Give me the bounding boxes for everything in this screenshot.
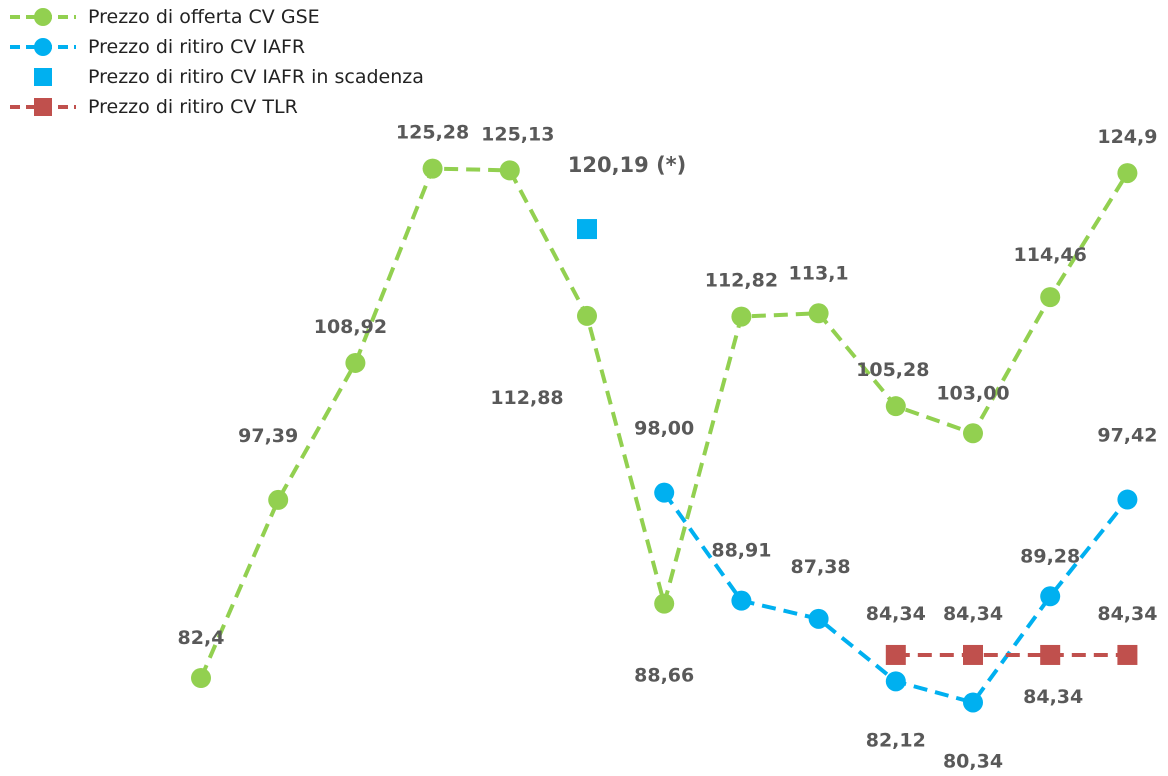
point-iafr-3 xyxy=(885,671,906,692)
legend-marker-gse xyxy=(34,8,52,26)
point-gse-5 xyxy=(577,305,597,326)
data-label-tlr-12: 84,34 xyxy=(1023,686,1083,708)
legend-item-gse: Prezzo di offerta CV GSE xyxy=(8,2,424,32)
legend-swatch-gse xyxy=(10,8,76,26)
data-label-iafr-9: 87,38 xyxy=(791,556,851,578)
data-label-iafr-13: 97,42 xyxy=(1097,425,1157,447)
point-gse-8 xyxy=(808,303,829,324)
legend-label-iafr: Prezzo di ritiro CV IAFR xyxy=(88,36,306,58)
point-tlr-2 xyxy=(1040,644,1061,665)
point-gse-0 xyxy=(191,668,211,688)
point-gse-1 xyxy=(268,489,289,510)
data-label-tlr-11: 84,34 xyxy=(943,603,1003,625)
legend-marker-tlr xyxy=(34,98,52,116)
point-iafr-1 xyxy=(731,590,752,611)
legend-swatch-iafr xyxy=(10,38,76,56)
legend-label-iafr-scadenza: Prezzo di ritiro CV IAFR in scadenza xyxy=(88,66,424,88)
point-gse-4 xyxy=(499,160,520,181)
point-gse-12 xyxy=(1117,163,1138,184)
data-label-iafr-7: 98,00 xyxy=(634,418,694,440)
data-label-gse-6: 112,88 xyxy=(490,387,563,409)
legend-label-gse: Prezzo di offerta CV GSE xyxy=(88,6,320,28)
data-label-tlr-10: 84,34 xyxy=(866,603,926,625)
legend-swatch-tlr xyxy=(10,98,76,116)
point-iafr-scadenza-0 xyxy=(577,219,597,240)
data-label-gse-10: 105,28 xyxy=(856,359,929,381)
point-iafr-5 xyxy=(1040,586,1061,607)
series-markers xyxy=(191,158,1138,713)
legend-item-iafr-scadenza: Prezzo di ritiro CV IAFR in scadenza xyxy=(8,62,424,92)
legend-label-tlr: Prezzo di ritiro CV TLR xyxy=(88,96,298,118)
data-label-iafr-10: 82,12 xyxy=(866,729,926,751)
chart-legend: Prezzo di offerta CV GSE Prezzo di ritir… xyxy=(8,2,424,122)
data-label-gse-7: 88,66 xyxy=(634,665,694,687)
data-label-iafr-8: 88,91 xyxy=(711,540,771,562)
point-tlr-1 xyxy=(963,644,983,665)
data-label-gse-8: 112,82 xyxy=(705,270,778,292)
point-iafr-2 xyxy=(808,608,829,629)
data-label-gse-2: 97,39 xyxy=(238,425,298,447)
point-gse-9 xyxy=(885,396,906,417)
point-gse-3 xyxy=(422,158,443,179)
legend-item-iafr: Prezzo di ritiro CV IAFR xyxy=(8,32,424,62)
legend-item-tlr: Prezzo di ritiro CV TLR xyxy=(8,92,424,122)
point-tlr-0 xyxy=(885,644,906,665)
point-gse-6 xyxy=(654,593,675,614)
point-gse-10 xyxy=(963,423,983,444)
point-gse-7 xyxy=(731,306,752,327)
data-label-gse-1: 82,4 xyxy=(178,627,225,649)
point-iafr-4 xyxy=(963,692,983,713)
point-iafr-0 xyxy=(654,482,675,503)
data-label-iafr-11: 80,34 xyxy=(943,750,1003,772)
point-gse-11 xyxy=(1040,287,1061,308)
legend-swatch-iafr-scadenza xyxy=(34,68,52,86)
data-label-gse-5: 125,13 xyxy=(481,123,554,145)
data-label-gse-12: 114,46 xyxy=(1014,244,1087,266)
data-label-gse-4: 125,28 xyxy=(396,122,469,144)
data-labels: 82,4 97,39 108,92 125,28 125,13 112,88 88,66 11… xyxy=(178,122,1158,773)
legend-marker-iafr xyxy=(34,68,52,86)
data-label-iafr-scadenza-6: 120,19 (*) xyxy=(568,153,687,177)
data-label-gse-11: 103,00 xyxy=(936,382,1009,404)
data-label-gse-3: 108,92 xyxy=(314,316,387,338)
data-label-gse-13: 124,9 xyxy=(1097,126,1157,148)
data-label-gse-9: 113,1 xyxy=(789,262,849,284)
point-gse-2 xyxy=(345,352,366,373)
legend-marker-iafr xyxy=(34,38,52,56)
data-label-iafr-12: 89,28 xyxy=(1020,545,1080,567)
point-tlr-3 xyxy=(1117,644,1138,665)
point-iafr-6 xyxy=(1117,489,1138,510)
data-label-tlr-13: 84,34 xyxy=(1097,603,1157,625)
